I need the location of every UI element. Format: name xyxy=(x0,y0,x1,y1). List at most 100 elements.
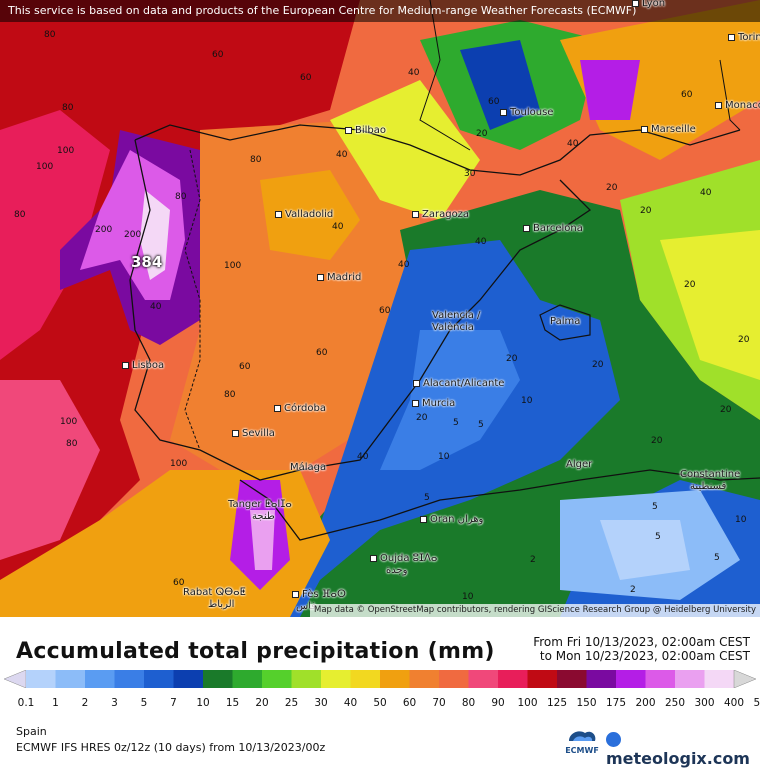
city-murcia: Murcia xyxy=(412,398,455,409)
city-zaragoza: Zaragoza xyxy=(412,209,469,220)
color-scale-tick: 60 xyxy=(402,697,417,709)
map-svg xyxy=(0,0,760,617)
color-scale-tick: 80 xyxy=(461,697,476,709)
color-scale-segment xyxy=(203,670,233,688)
city-valencia-val: València xyxy=(432,322,474,333)
iso-label: 40 xyxy=(398,260,410,270)
iso-label: 20 xyxy=(684,280,696,290)
city-sevilla: Sevilla xyxy=(232,428,275,439)
city-lyon: Lyon xyxy=(632,0,665,9)
color-scale-tick: 30 xyxy=(314,697,328,709)
iso-label: 20 xyxy=(640,206,652,216)
city-constantine-ar: قسنطينة xyxy=(690,481,727,492)
city-barcelona: Barcelona xyxy=(523,223,583,234)
sardinia-zone xyxy=(660,230,760,380)
color-scale-tick: 20 xyxy=(255,697,269,709)
iso-label: 5 xyxy=(655,532,661,542)
period-from: From Fri 10/13/2023, 02:00am CEST xyxy=(533,635,750,649)
france-border xyxy=(419,0,471,151)
city-oran: Oran وهران xyxy=(420,514,483,525)
iso-label: 60 xyxy=(488,97,500,107)
france-blue-zone xyxy=(460,40,540,130)
iso-label: 80 xyxy=(62,103,74,113)
color-scale-tick: 0.1 xyxy=(17,697,35,709)
color-scale-tick: 40 xyxy=(343,697,358,709)
iso-label: 40 xyxy=(150,302,162,312)
color-scale-tick: 150 xyxy=(576,697,597,709)
color-scale-ticks: 0.1 1 2 3 5 7 10 15 20 25 30 40 50 60 70 80 90 100 125 150 1… xyxy=(0,697,760,711)
ebro-yellow-zone xyxy=(330,80,480,220)
iso-label: 80 xyxy=(175,192,187,202)
color-scale-segment xyxy=(55,670,86,688)
color-scale-segment xyxy=(173,670,204,688)
mallorca-outline xyxy=(539,304,591,341)
city-marseille: Marseille xyxy=(641,124,696,135)
iso-label: 40 xyxy=(332,222,344,232)
color-scale-segment xyxy=(527,670,558,688)
iso-label: 20 xyxy=(592,360,604,370)
meteologix-logo-icon xyxy=(606,732,621,747)
iso-label: 40 xyxy=(567,139,579,149)
iso-label: 10 xyxy=(521,396,533,406)
color-scale-segment xyxy=(586,670,617,688)
iso-label: 60 xyxy=(212,50,224,60)
city-valladolid: Valladolid xyxy=(275,209,333,220)
map-attribution: Map data © OpenStreetMap contributors, r… xyxy=(310,604,760,617)
valencia-blue-zone xyxy=(380,330,520,470)
iso-label: 5 xyxy=(652,502,658,512)
color-scale-segment xyxy=(675,670,705,688)
alps-purple-zone xyxy=(580,60,640,120)
iso-label: 60 xyxy=(379,306,391,316)
color-scale-segment xyxy=(439,670,469,688)
city-bilbao: Bilbao xyxy=(345,125,386,136)
color-scale-tick: 400 xyxy=(723,697,745,709)
iso-label: 5 xyxy=(714,553,720,563)
iberia-coastline xyxy=(129,139,592,481)
city-alger: Alger xyxy=(566,459,593,470)
region-label: Spain xyxy=(16,725,47,738)
iso-label: 5 xyxy=(424,493,430,503)
iso-label: 20 xyxy=(738,335,750,345)
iso-label: 80 xyxy=(66,439,78,449)
iso-label: 60 xyxy=(681,90,693,100)
max-value-label: 384 xyxy=(131,253,163,271)
africa-coastline xyxy=(239,469,760,541)
color-scale-tick: 500 xyxy=(753,697,760,709)
city-malaga: Málaga xyxy=(290,462,327,473)
atlantic-pink-zone-2 xyxy=(0,380,100,560)
iso-label: 80 xyxy=(44,30,56,40)
iso-label: 2 xyxy=(530,555,536,565)
city-alicante: Alacant/Alicante xyxy=(413,378,504,389)
city-valencia: Valencia / xyxy=(432,310,481,321)
color-scale-segment xyxy=(144,670,174,688)
ecmwf-logo-text: ECMWF xyxy=(565,746,599,755)
iso-label: 40 xyxy=(336,150,348,160)
iso-label: 20 xyxy=(416,413,428,423)
color-scale-tick: 100 xyxy=(517,697,538,709)
iso-label: 40 xyxy=(357,452,369,462)
color-scale-segment xyxy=(704,670,735,688)
city-fes: Fès ⴼⴰⵙ xyxy=(292,589,346,600)
color-scale-segment xyxy=(321,670,351,688)
iso-label: 80 xyxy=(14,210,26,220)
color-scale-tick: 50 xyxy=(373,697,387,709)
iso-label: 100 xyxy=(36,162,54,172)
color-scale-arrow-left xyxy=(4,670,27,688)
color-scale-tick: 70 xyxy=(432,697,446,709)
meteologix-brand-text: meteologix.com xyxy=(606,749,750,768)
meteologix-brand: meteologix.com xyxy=(606,730,760,768)
city-rabat-ar: الرباط xyxy=(208,599,235,610)
color-scale-tick: 5 xyxy=(140,697,148,709)
iso-label: 100 xyxy=(224,261,242,271)
city-rabat: Rabat ⵕⴱⴰⵟ xyxy=(183,587,246,598)
city-monaco: Monaco xyxy=(715,100,760,111)
city-oujda-ar: وجدة xyxy=(386,565,408,576)
color-scale-tick: 2 xyxy=(81,697,89,709)
iberia-orange-zone xyxy=(170,120,420,470)
color-scale-segment xyxy=(645,670,676,688)
iso-label: 100 xyxy=(57,146,75,156)
city-tanger: Tanger ⵟⴰⵏⵊⴰ xyxy=(228,499,292,510)
color-scale-segment xyxy=(291,670,322,688)
ecmwf-logo-icon xyxy=(569,731,596,741)
iso-label: 60 xyxy=(239,362,251,372)
